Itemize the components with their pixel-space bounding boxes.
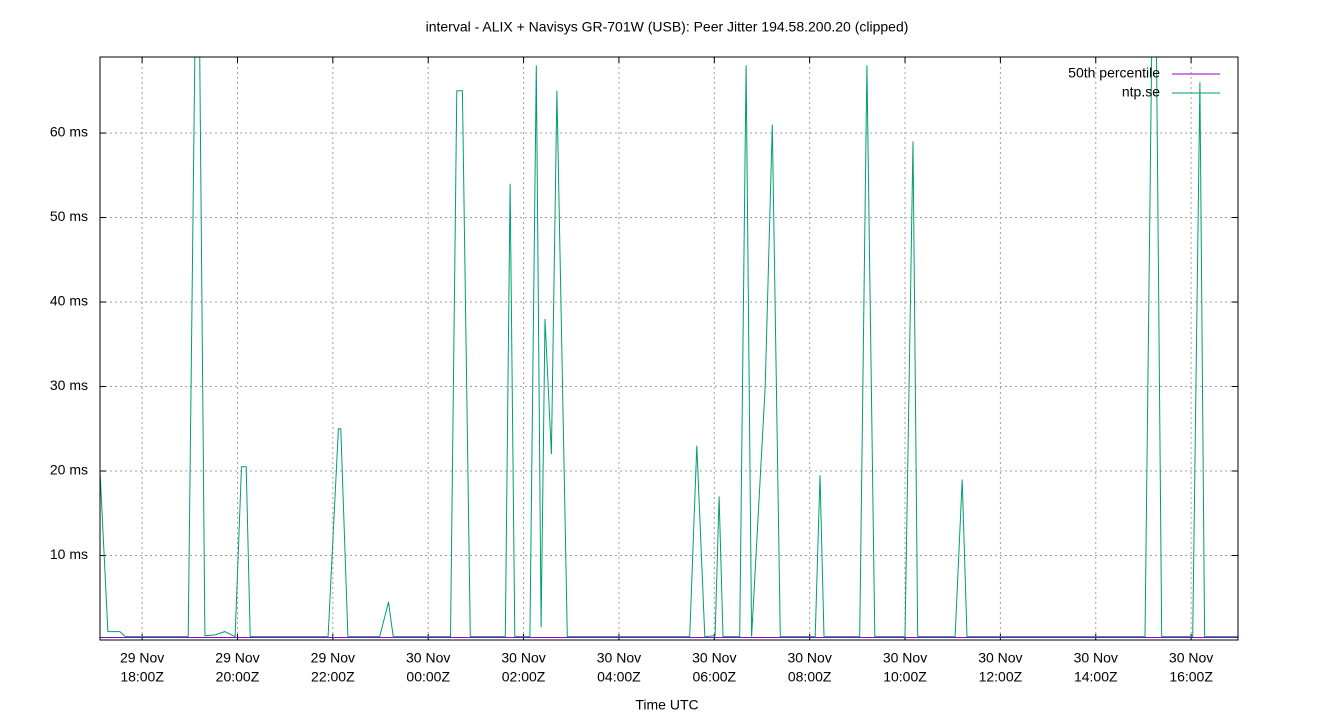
y-tick-label: 30 ms — [50, 377, 88, 393]
x-tick-label: 30 Nov — [406, 650, 450, 666]
series-line — [100, 57, 1238, 638]
x-tick-label: 08:00Z — [788, 669, 832, 685]
x-tick-label: 30 Nov — [1169, 650, 1213, 666]
chart-title: interval - ALIX + Navisys GR-701W (USB):… — [426, 19, 909, 35]
x-tick-label: 16:00Z — [1169, 669, 1213, 685]
y-tick-label: 60 ms — [50, 124, 88, 140]
x-tick-label: 29 Nov — [215, 650, 259, 666]
x-tick-label: 30 Nov — [883, 650, 927, 666]
plot-area — [100, 57, 1238, 638]
plot-frame — [99, 56, 1239, 641]
x-tick-label: 30 Nov — [978, 650, 1022, 666]
x-axis-label: Time UTC — [635, 697, 698, 713]
x-tick-label: 18:00Z — [120, 669, 164, 685]
x-tick-label: 30 Nov — [692, 650, 736, 666]
y-tick-label: 50 ms — [50, 208, 88, 224]
x-tick-label: 30 Nov — [1074, 650, 1118, 666]
y-tick-label: 40 ms — [50, 293, 88, 309]
legend-label: 50th percentile — [1068, 65, 1160, 81]
y-tick-label: 10 ms — [50, 546, 88, 562]
x-tick-label: 14:00Z — [1074, 669, 1118, 685]
legend-label: ntp.se — [1122, 84, 1160, 100]
x-tick-label: 22:00Z — [311, 669, 355, 685]
y-tick-label: 20 ms — [50, 462, 88, 478]
x-tick-label: 06:00Z — [693, 669, 737, 685]
x-tick-label: 04:00Z — [597, 669, 641, 685]
x-tick-label: 30 Nov — [597, 650, 641, 666]
x-tick-label: 30 Nov — [787, 650, 831, 666]
x-tick-label: 12:00Z — [979, 669, 1023, 685]
x-tick-label: 29 Nov — [311, 650, 355, 666]
x-tick-label: 00:00Z — [406, 669, 450, 685]
x-tick-label: 29 Nov — [120, 650, 164, 666]
x-tick-label: 02:00Z — [502, 669, 546, 685]
x-tick-label: 20:00Z — [216, 669, 260, 685]
x-tick-label: 10:00Z — [883, 669, 927, 685]
x-tick-label: 30 Nov — [501, 650, 545, 666]
